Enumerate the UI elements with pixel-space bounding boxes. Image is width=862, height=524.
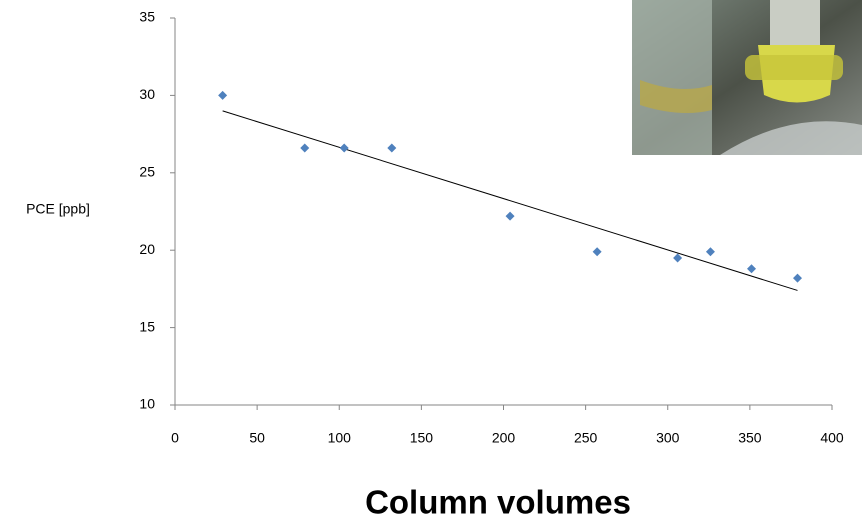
x-tick-label: 400 — [820, 430, 844, 446]
point — [218, 90, 228, 100]
point — [300, 143, 310, 153]
y-tick-label: 30 — [139, 86, 155, 102]
x-tick-label: 350 — [738, 430, 762, 446]
y-tick-label: 25 — [139, 164, 155, 180]
x-tick-label: 100 — [328, 430, 352, 446]
y-tick-label: 15 — [139, 318, 155, 334]
point — [747, 264, 757, 274]
x-tick-label: 50 — [249, 430, 265, 446]
y-tick-label: 35 — [139, 9, 155, 25]
x-axis-label: Column volumes — [365, 484, 631, 521]
x-tick-label: 200 — [492, 430, 516, 446]
point — [793, 273, 803, 283]
point — [339, 143, 349, 153]
y-axis-label: PCE [ppb] — [26, 201, 90, 217]
point — [673, 253, 683, 263]
point — [387, 143, 397, 153]
trendline — [222, 110, 798, 291]
point — [592, 247, 602, 257]
point — [705, 247, 715, 257]
x-tick-label: 300 — [656, 430, 680, 446]
x-tick-label: 250 — [574, 430, 598, 446]
photo — [632, 0, 862, 155]
x-tick-label: 150 — [410, 430, 434, 446]
y-tick-label: 20 — [139, 241, 155, 257]
point — [505, 211, 515, 221]
x-tick-label: 0 — [171, 430, 179, 446]
y-tick-label: 10 — [139, 396, 155, 412]
